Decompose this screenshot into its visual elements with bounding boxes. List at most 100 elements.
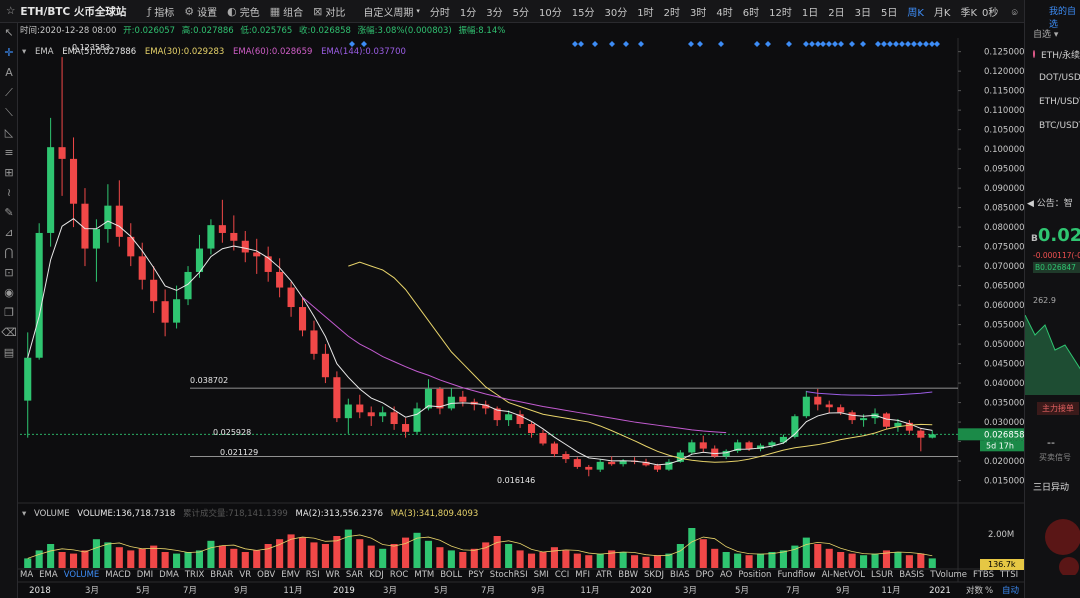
wave-icon[interactable]: ≀ (6, 186, 12, 199)
indicator-tab-ftbs[interactable]: FTBS (973, 570, 995, 580)
candle-body (310, 330, 318, 354)
camera-icon[interactable]: ⌾ (1011, 7, 1018, 19)
period-tab-13[interactable]: 1日 (801, 7, 819, 19)
notice-bar[interactable]: ◀ 公告：智 (1027, 199, 1073, 209)
three-day-movers[interactable]: 三日异动 (1033, 483, 1070, 493)
indicator-tab-rsi[interactable]: RSI (305, 570, 320, 580)
indicator-button[interactable]: ƒ 指标 (147, 4, 175, 19)
fib-icon[interactable]: ⊞ (4, 166, 14, 179)
period-tab-3[interactable]: 5分 (512, 7, 530, 19)
period-tab-18[interactable]: 月K (933, 7, 951, 19)
indicator-tab-ttsi[interactable]: TTSI (1000, 570, 1019, 580)
indicator-tab-dmi[interactable]: DMI (136, 570, 154, 580)
indicator-tab-ai-netvol[interactable]: AI-NetVOL (821, 570, 865, 580)
symbol-title[interactable]: ☆ ETH/BTC 火币全球站 (6, 5, 127, 18)
watchlist-item[interactable]: BTC/USDT (1025, 114, 1080, 138)
period-tab-6[interactable]: 30分 (604, 7, 628, 19)
color-button[interactable]: ◐ 完色 (227, 4, 260, 19)
brush-icon[interactable]: ✎ (4, 206, 14, 219)
layers-icon[interactable]: ❐ (4, 306, 14, 319)
period-tab-11[interactable]: 6时 (742, 7, 760, 19)
indicator-tab-volume[interactable]: VOLUME (63, 570, 100, 580)
indicator-tab-boll[interactable]: BOLL (440, 570, 463, 580)
price-chart[interactable]: 0.125000 0.120000 0.115000 0.110000 0.105000… (0, 0, 1024, 598)
ray-icon[interactable]: ⟍ (5, 106, 13, 119)
indicator-tab-bias[interactable]: BIAS (670, 570, 690, 580)
period-tab-17[interactable]: 周K (907, 7, 924, 19)
indicator-tab-kdj[interactable]: KDJ (369, 570, 384, 580)
period-tab-0[interactable]: 分时 (429, 7, 450, 19)
crosshair-icon[interactable]: ✛ (4, 46, 14, 59)
indicator-tab-stochrsi[interactable]: StochRSI (489, 570, 528, 580)
indicator-tab-atr[interactable]: ATR (595, 570, 613, 580)
watchlist-item[interactable]: ETH/永续 (1025, 42, 1080, 66)
star-icon[interactable]: ☆ (6, 5, 16, 17)
indicator-tab-ema[interactable]: EMA (39, 570, 58, 580)
indicator-tab-roc[interactable]: ROC (389, 570, 409, 580)
indicator-tab-sar[interactable]: SAR (345, 570, 364, 580)
indicator-tab-basis[interactable]: BASIS (899, 570, 925, 580)
indicator-tab-position[interactable]: Position (738, 570, 772, 580)
period-tab-4[interactable]: 10分 (539, 7, 562, 19)
indicator-tab-cci[interactable]: CCI (554, 570, 570, 580)
watchlist-title[interactable]: 我的自选 (1049, 7, 1077, 30)
indicator-tab-wr[interactable]: WR (325, 570, 340, 580)
period-tab-5[interactable]: 15分 (571, 7, 595, 19)
parallel-icon[interactable]: ≡ (4, 146, 14, 159)
cursor-icon[interactable]: ↖ (4, 26, 14, 39)
period-tab-7[interactable]: 1时 (637, 7, 654, 19)
indicator-tab-fundflow[interactable]: Fundflow (777, 570, 816, 580)
indicator-tab-tvolume[interactable]: TVolume (930, 570, 967, 580)
watchlist-item[interactable]: DOT/USDT (1025, 66, 1080, 90)
indicator-tab-emv[interactable]: EMV (281, 570, 300, 580)
period-tab-19[interactable]: 季K (960, 7, 978, 19)
triangle-icon[interactable]: ◺ (4, 126, 14, 139)
indicator-tab-lsur[interactable]: LSUR (870, 570, 894, 580)
measure-icon[interactable]: ⊿ (4, 226, 14, 239)
indicator-tab-mtm[interactable]: MTM (414, 570, 435, 580)
line-icon[interactable]: ⟋ (5, 86, 13, 99)
indicator-tab-ao[interactable]: AO (719, 570, 733, 580)
indicator-tab-ma[interactable]: MA (20, 570, 34, 580)
watchlist-item[interactable]: ETH/USDT (1025, 90, 1080, 114)
period-tab-2[interactable]: 3分 (486, 7, 503, 19)
volume-legend-toggle[interactable]: ▾ (22, 509, 27, 519)
compare-button[interactable]: ⊠ 对比 (313, 4, 346, 19)
indicator-tab-macd[interactable]: MACD (105, 570, 131, 580)
period-tab-1[interactable]: 1分 (459, 7, 477, 19)
eye-icon[interactable]: ◉ (4, 286, 14, 299)
promo-badge[interactable] (1025, 515, 1080, 575)
drawing-toolbar: ↖ ✛ A ⟋ ⟍ ◺ ≡ ⊞ ≀ ✎ ⊿ ⋂ ⊡ ◉ ❐ ⌫ ▤ (0, 23, 18, 598)
lock-icon[interactable]: ⊡ (4, 266, 14, 279)
indicator-tab-smi[interactable]: SMI (533, 570, 549, 580)
indicator-tab-brar[interactable]: BRAR (210, 570, 234, 580)
main-order-button[interactable]: 主力接单 (1037, 402, 1079, 415)
indicator-tab-vr[interactable]: VR (239, 570, 252, 580)
text-icon[interactable]: A (5, 66, 13, 79)
indicator-tab-obv[interactable]: OBV (257, 570, 276, 580)
indicator-tab-skdj[interactable]: SKDJ (644, 570, 665, 580)
indicator-tab-bbw[interactable]: BBW (618, 570, 639, 580)
watchlist-filter[interactable]: 自选 ▾ (1033, 30, 1059, 40)
period-tab-9[interactable]: 3时 (689, 7, 707, 19)
ema-legend-toggle[interactable]: ▾ (22, 47, 27, 57)
indicator-tab-trix[interactable]: TRIX (184, 570, 205, 580)
indicator-tab-psy[interactable]: PSY (468, 570, 484, 580)
period-tab-16[interactable]: 5日 (880, 7, 898, 19)
period-tab-8[interactable]: 2时 (663, 7, 680, 19)
magnet-icon[interactable]: ⋂ (4, 246, 14, 259)
delete-icon[interactable]: ⌫ (1, 326, 17, 339)
layout-button[interactable]: ▦ 组合 (269, 4, 304, 19)
period-tab-12[interactable]: 12时 (769, 7, 792, 19)
indicator-tab-dpo[interactable]: DPO (695, 570, 714, 580)
indicator-tab-dma[interactable]: DMA (159, 570, 179, 580)
period-tab-10[interactable]: 4时 (716, 7, 733, 19)
coin-icon (1033, 50, 1036, 58)
candle-body (642, 461, 650, 466)
period-tab-15[interactable]: 3日 (854, 7, 871, 19)
indicator-tab-mfi[interactable]: MFI (575, 570, 590, 580)
settings-button[interactable]: ⚙ 设置 (184, 4, 218, 19)
custom-period-dropdown[interactable]: 自定义周期 ▾ (363, 7, 420, 19)
trash-icon[interactable]: ▤ (3, 346, 15, 359)
period-tab-14[interactable]: 2日 (828, 7, 845, 19)
